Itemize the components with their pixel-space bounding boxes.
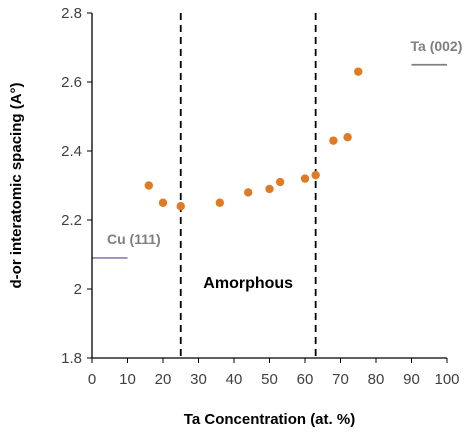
- data-point: [275, 177, 285, 187]
- data-point: [215, 198, 224, 207]
- data-point: [158, 198, 168, 207]
- x-tick-label: 90: [403, 371, 420, 388]
- x-tick-label: 10: [119, 371, 136, 388]
- x-tick-label: 20: [155, 371, 172, 388]
- region-label: Amorphous: [203, 275, 293, 292]
- y-tick-label: 2.6: [61, 74, 82, 91]
- data-point: [300, 174, 310, 183]
- x-axis-title: Ta Concentration (at. %): [184, 411, 355, 428]
- data-point: [265, 184, 274, 194]
- x-tick-label: 30: [190, 371, 207, 388]
- reference-lines: Cu (111) Ta (002): [92, 38, 463, 259]
- x-tick-label: 70: [332, 371, 349, 388]
- annotations: Amorphous: [203, 275, 293, 292]
- data-point: [144, 181, 153, 190]
- y-tick-label: 2.2: [61, 212, 82, 229]
- x-tick-label: 60: [297, 371, 314, 388]
- data-point: [176, 202, 185, 211]
- data-point: [354, 67, 363, 76]
- y-tick-label: 2: [74, 281, 82, 298]
- data-point: [244, 188, 253, 197]
- reference-line-label: Cu (111): [107, 231, 161, 247]
- x-tick-label: 100: [434, 371, 459, 388]
- y-axis-ticks: 1.8 2 2.2 2.4 2.6 2.8: [61, 5, 92, 367]
- reference-line-label: Ta (002): [411, 38, 463, 54]
- y-tick-label: 2.8: [61, 5, 82, 22]
- y-axis-title: d-or interatomic spacing (A°): [8, 82, 25, 288]
- x-tick-label: 80: [368, 371, 385, 388]
- y-tick-label: 1.8: [61, 350, 82, 367]
- region-boundary-lines: [179, 13, 317, 358]
- data-points: [144, 67, 363, 211]
- x-tick-label: 40: [226, 371, 243, 388]
- y-tick-label: 2.4: [61, 143, 82, 160]
- data-point: [343, 133, 352, 142]
- data-point: [329, 136, 338, 145]
- data-point: [311, 170, 320, 180]
- x-tick-label: 50: [261, 371, 278, 388]
- x-tick-label: 0: [88, 371, 96, 388]
- x-axis-ticks: 0 10 20 30 40 50 60 70 80 90 100: [88, 358, 460, 388]
